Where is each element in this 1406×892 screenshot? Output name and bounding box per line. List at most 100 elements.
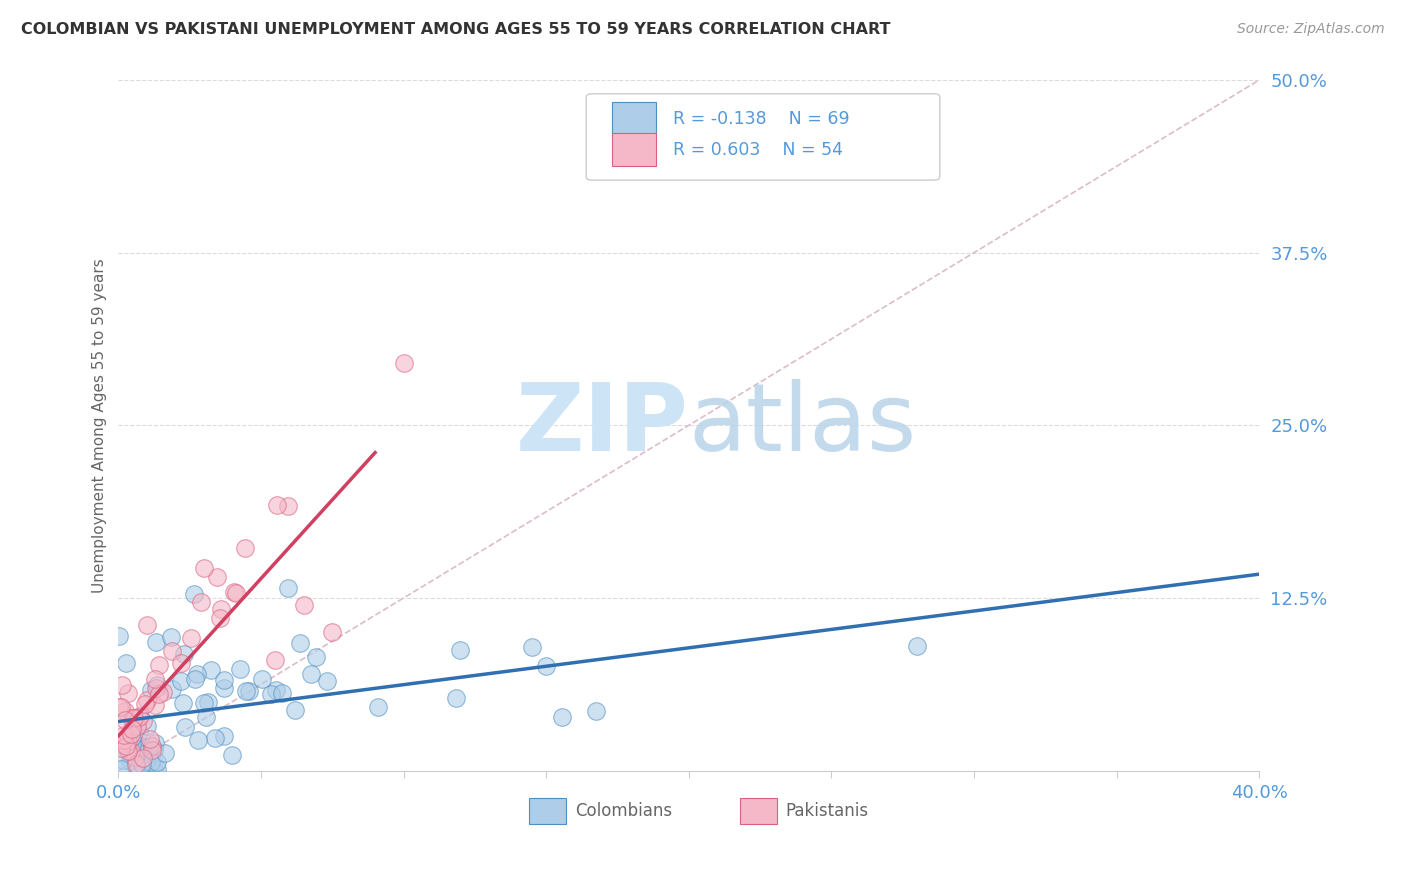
Point [115, 656, 138, 670]
Point [139, 732, 162, 747]
Point [145, 681, 167, 696]
Point [250, 673, 273, 687]
Point [292, 598, 315, 612]
Point [446, 691, 468, 706]
Point [235, 684, 257, 698]
Point [124, 757, 146, 772]
Point [120, 744, 142, 758]
FancyBboxPatch shape [613, 133, 655, 166]
Point [131, 756, 153, 771]
Point [172, 696, 194, 710]
Point [200, 664, 222, 678]
Text: R = 0.603    N = 54: R = 0.603 N = 54 [673, 141, 842, 159]
Point [128, 709, 150, 723]
Point [153, 747, 176, 761]
Point [132, 714, 155, 729]
Point [121, 730, 143, 744]
Point [145, 677, 167, 691]
Point [142, 763, 165, 777]
Point [152, 685, 174, 699]
Point [193, 696, 215, 710]
Point [180, 631, 202, 645]
Point [120, 747, 142, 762]
Point [121, 723, 143, 737]
Text: COLOMBIAN VS PAKISTANI UNEMPLOYMENT AMONG AGES 55 TO 59 YEARS CORRELATION CHART: COLOMBIAN VS PAKISTANI UNEMPLOYMENT AMON… [21, 22, 890, 37]
Text: atlas: atlas [689, 379, 917, 471]
Point [204, 731, 226, 746]
Point [114, 704, 136, 718]
Point [145, 755, 167, 769]
Point [264, 683, 287, 698]
Point [145, 762, 167, 776]
Point [121, 739, 143, 754]
Point [228, 662, 250, 676]
FancyBboxPatch shape [613, 102, 655, 136]
Point [277, 499, 299, 513]
Point [190, 595, 212, 609]
Point [277, 581, 299, 595]
Point [128, 710, 150, 724]
Point [284, 703, 307, 717]
Point [110, 678, 132, 692]
Point [551, 710, 574, 724]
Text: Source: ZipAtlas.com: Source: ZipAtlas.com [1237, 22, 1385, 37]
Point [117, 744, 139, 758]
Point [225, 586, 247, 600]
Point [134, 747, 156, 761]
Point [160, 630, 183, 644]
Point [132, 751, 155, 765]
Point [107, 629, 129, 643]
Point [143, 743, 166, 757]
Point [392, 355, 415, 369]
Point [305, 650, 328, 665]
Point [271, 686, 294, 700]
Point [186, 666, 208, 681]
Point [121, 737, 143, 751]
Point [122, 711, 145, 725]
Point [145, 672, 167, 686]
Point [107, 700, 129, 714]
Point [288, 636, 311, 650]
Point [184, 672, 207, 686]
Point [160, 681, 183, 696]
Point [238, 683, 260, 698]
Point [125, 760, 148, 774]
Point [193, 561, 215, 575]
Point [266, 498, 288, 512]
Point [299, 667, 322, 681]
Point [135, 692, 157, 706]
Point [197, 695, 219, 709]
Point [132, 743, 155, 757]
FancyBboxPatch shape [586, 94, 939, 180]
Point [110, 762, 132, 776]
Text: Pakistanis: Pakistanis [786, 802, 869, 820]
Point [121, 711, 143, 725]
Point [124, 750, 146, 764]
Point [112, 728, 135, 742]
Point [449, 642, 471, 657]
Point [114, 713, 136, 727]
Point [212, 729, 235, 743]
Point [117, 686, 139, 700]
Point [260, 688, 283, 702]
Point [160, 644, 183, 658]
Point [127, 746, 149, 760]
Point [221, 747, 243, 762]
Point [110, 741, 132, 756]
Point [173, 648, 195, 662]
FancyBboxPatch shape [529, 797, 565, 824]
Point [143, 698, 166, 712]
Point [212, 681, 235, 696]
Point [139, 683, 162, 698]
Point [367, 700, 389, 714]
Point [170, 657, 193, 671]
Point [125, 719, 148, 733]
Point [520, 640, 543, 654]
Point [321, 625, 343, 640]
Point [209, 602, 232, 616]
Point [112, 733, 135, 747]
Point [117, 734, 139, 748]
Text: ZIP: ZIP [516, 379, 689, 471]
Point [141, 739, 163, 754]
Point [148, 657, 170, 672]
